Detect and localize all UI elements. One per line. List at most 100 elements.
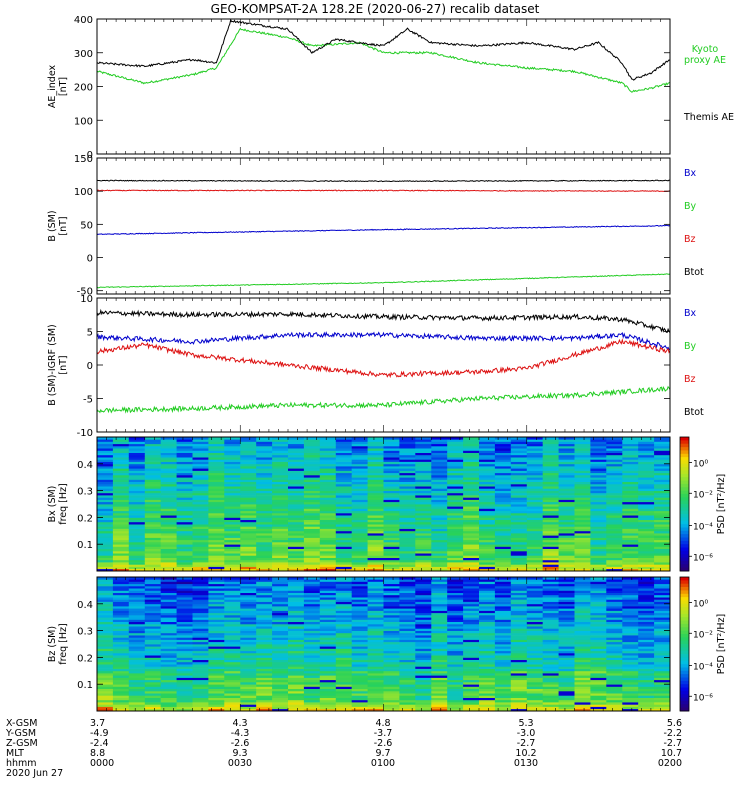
spectrogram-cell bbox=[383, 690, 400, 694]
spectrogram-cell bbox=[622, 461, 639, 465]
spectrogram-cell bbox=[208, 708, 225, 712]
spectrogram-cell bbox=[224, 626, 241, 629]
spectrogram-cell bbox=[256, 441, 273, 445]
spectrogram-cell bbox=[494, 568, 512, 572]
spectrogram-cell bbox=[494, 668, 512, 672]
spectrogram-cell bbox=[303, 704, 321, 707]
spectrogram-cell bbox=[415, 557, 432, 561]
spectrogram-cell bbox=[128, 443, 146, 447]
spectrogram-cell bbox=[383, 483, 400, 487]
spectrogram-cell bbox=[558, 702, 575, 705]
spectrogram-cell bbox=[494, 468, 512, 471]
spectrogram-cell bbox=[606, 526, 623, 529]
spectrogram-cell bbox=[319, 557, 337, 561]
spectrogram-cell bbox=[638, 537, 655, 541]
spectrogram-cell bbox=[638, 652, 655, 656]
spectrogram-cell bbox=[654, 688, 671, 692]
spectrogram-cell bbox=[176, 675, 193, 678]
spectrogram-cell bbox=[399, 677, 416, 681]
spectrogram-cell bbox=[526, 637, 544, 640]
spectrogram-cell bbox=[367, 524, 384, 527]
spectrogram-cell bbox=[431, 623, 448, 627]
spectrogram-cell bbox=[112, 535, 130, 538]
spectrogram-cell bbox=[654, 555, 671, 558]
spectrogram-cell bbox=[112, 497, 130, 500]
spectrogram-cell bbox=[160, 488, 177, 491]
spectrogram-cell bbox=[208, 504, 225, 507]
spectrogram-cell bbox=[256, 670, 273, 674]
spectrogram-cell bbox=[351, 661, 368, 665]
spectrogram-cell bbox=[542, 641, 559, 645]
spectrogram-cell bbox=[144, 588, 162, 591]
spectrogram-cell bbox=[590, 592, 607, 596]
spectrogram-cell bbox=[112, 488, 130, 491]
spectrogram-cell bbox=[574, 628, 591, 631]
spectrogram-cell bbox=[256, 612, 273, 616]
spectrogram-cell bbox=[224, 445, 241, 449]
spectrogram-cell bbox=[303, 443, 321, 447]
spectrogram-cell bbox=[622, 597, 639, 600]
spectrogram-cell bbox=[208, 488, 225, 491]
spectrogram-cell bbox=[112, 479, 130, 482]
spectrogram-cell bbox=[144, 610, 162, 614]
spectrogram-cell bbox=[288, 648, 305, 652]
spectrogram-cell bbox=[654, 562, 671, 565]
spectrogram-cell bbox=[128, 646, 146, 649]
spectrogram-cell bbox=[208, 706, 225, 710]
spectrogram-cell bbox=[176, 517, 193, 520]
spectrogram-cell bbox=[590, 615, 607, 618]
spectrogram-cell bbox=[367, 553, 384, 556]
spectrogram-cell bbox=[272, 603, 289, 607]
spectrogram-cell bbox=[494, 519, 512, 523]
spectrogram-cell bbox=[463, 695, 480, 698]
spectrogram-cell bbox=[494, 546, 512, 549]
spectrogram-cell bbox=[224, 637, 241, 640]
spectrogram-cell bbox=[542, 686, 559, 689]
spectrogram-cell bbox=[590, 528, 607, 532]
spectrogram-cell bbox=[399, 619, 416, 622]
y-tick-label: 100 bbox=[74, 116, 93, 127]
spectrogram-cell bbox=[606, 597, 623, 600]
spectrogram-cell bbox=[319, 481, 337, 485]
spectrogram-cell bbox=[622, 577, 639, 580]
spectrogram-cell bbox=[160, 555, 177, 558]
spectrogram-cell bbox=[399, 562, 416, 565]
spectrogram-cell bbox=[208, 510, 225, 514]
spectrogram-cell bbox=[192, 439, 209, 442]
spectrogram-cell bbox=[272, 632, 289, 636]
colorbar-frame bbox=[679, 436, 690, 572]
colorbar-segment bbox=[680, 630, 689, 635]
spectrogram-cell bbox=[542, 668, 559, 672]
spectrogram-cell bbox=[638, 655, 655, 658]
spectrogram-cell bbox=[256, 515, 273, 518]
spectrogram-cell bbox=[558, 646, 575, 649]
spectrogram-cell bbox=[240, 562, 257, 565]
spectrogram-cell bbox=[112, 659, 130, 663]
spectrogram-cell bbox=[256, 504, 273, 507]
spectrogram-cell bbox=[463, 617, 480, 620]
spectrogram-cell bbox=[510, 670, 528, 674]
spectrogram-cell bbox=[176, 508, 193, 512]
spectrogram-cell bbox=[510, 626, 528, 629]
spectrogram-cell bbox=[176, 470, 193, 474]
spectrogram-cell bbox=[463, 443, 480, 447]
spectrogram-cell bbox=[288, 682, 305, 685]
spectrogram-cell bbox=[208, 697, 225, 701]
spectrogram-cell bbox=[144, 612, 162, 616]
spectrogram-cell bbox=[606, 499, 623, 503]
spectrogram-cell bbox=[335, 448, 353, 451]
spectrogram-cell bbox=[224, 581, 241, 585]
spectrogram-cell bbox=[526, 555, 544, 558]
spectrogram-cell bbox=[590, 688, 607, 692]
spectrogram-cell bbox=[558, 597, 575, 600]
spectrogram-cell bbox=[431, 454, 448, 458]
spectrogram-cell bbox=[542, 626, 559, 629]
spectrogram-cell bbox=[638, 506, 655, 509]
spectrogram-cell bbox=[590, 439, 607, 442]
spectrogram-cell bbox=[494, 488, 512, 491]
spectrogram-cell bbox=[558, 454, 575, 458]
spectrogram-cell bbox=[303, 553, 321, 556]
spectrogram-cell bbox=[160, 577, 177, 580]
spectrogram-cell bbox=[288, 702, 305, 705]
